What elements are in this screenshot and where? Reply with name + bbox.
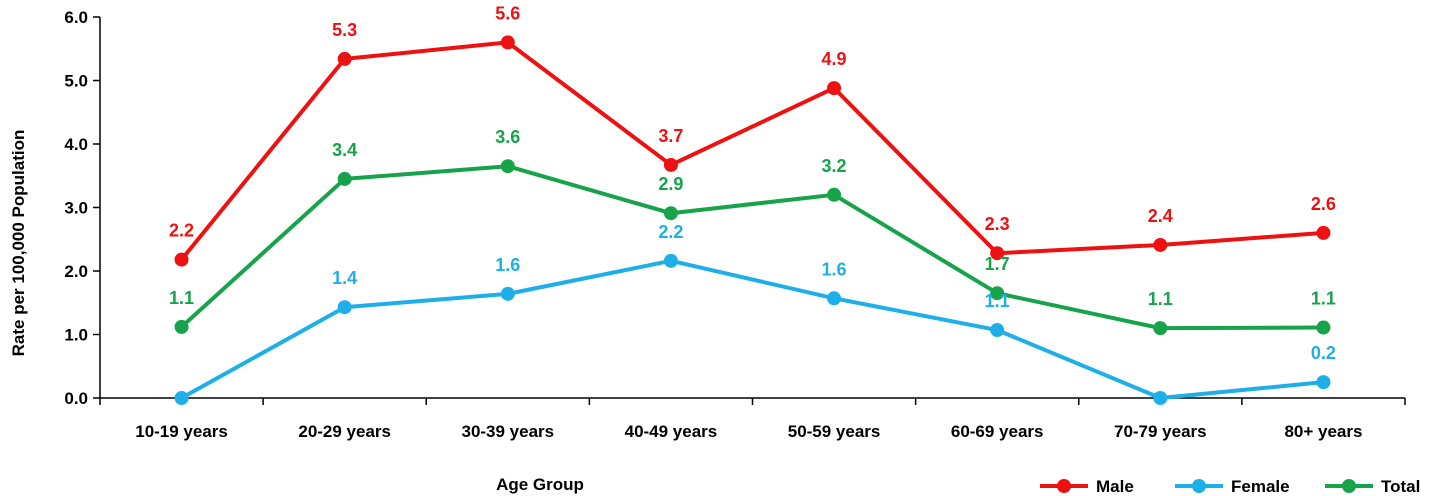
axes: 0.0 1.0 2.0 3.0 4.0 5.0 6.0 10-19 years 20-29 ye… [64, 8, 1406, 441]
x-tick-label: 20-29 years [298, 422, 391, 441]
female-data-point [663, 253, 678, 268]
male-data-point [990, 246, 1005, 261]
total-data-label: 1.1 [169, 288, 194, 308]
total-data-point [337, 171, 352, 186]
y-tick-label: 6.0 [64, 8, 88, 27]
total-data-point [990, 286, 1005, 301]
male-data-label: 2.2 [169, 221, 194, 241]
x-tick-label: 30-39 years [461, 422, 554, 441]
male-data-point [337, 51, 352, 66]
male-data-label: 4.9 [822, 49, 847, 69]
x-tick-label: 40-49 years [625, 422, 718, 441]
female-data-label: 2.2 [658, 222, 683, 242]
total-data-label: 2.9 [658, 174, 683, 194]
y-tick-label: 0.0 [64, 389, 88, 408]
male-data-point [1316, 225, 1331, 240]
male-series-line [180, 40, 1324, 261]
x-tick-label: 80+ years [1284, 422, 1362, 441]
x-tick-label: 10-19 years [135, 422, 228, 441]
x-axis-title: Age Group [496, 475, 584, 494]
data-labels-layer: 2.2 5.3 5.6 3.7 4.9 2.3 2.4 2.6 1.4 1.6 2.2 1.6 1.1 0… [169, 3, 1336, 363]
female-data-point [827, 291, 842, 306]
y-tick-label: 5.0 [64, 72, 88, 91]
male-data-label: 2.3 [985, 214, 1010, 234]
total-data-point [1316, 320, 1331, 335]
male-data-point [1153, 237, 1168, 252]
y-tick-label: 4.0 [64, 135, 88, 154]
x-tick-label: 60-69 years [951, 422, 1044, 441]
y-axis-title: Rate per 100,000 Population [9, 130, 28, 357]
male-data-point [174, 252, 189, 267]
x-tick-label: 70-79 years [1114, 422, 1207, 441]
series-layer [174, 35, 1331, 405]
female-data-point [1153, 391, 1168, 405]
female-series-line [180, 258, 1324, 400]
female-data-point [990, 323, 1005, 338]
female-data-label: 1.4 [332, 268, 357, 288]
female-data-label: 1.1 [985, 291, 1010, 311]
total-data-label: 1.1 [1148, 289, 1173, 309]
x-tick-label: 50-59 years [788, 422, 881, 441]
total-data-label: 3.6 [495, 127, 520, 147]
legend-marker-total [1342, 479, 1356, 493]
female-data-label: 1.6 [822, 259, 847, 279]
male-data-point [827, 81, 842, 96]
legend-marker-female [1192, 479, 1206, 493]
total-series-line [180, 164, 1324, 331]
male-data-label: 2.4 [1148, 206, 1173, 226]
male-data-point [663, 157, 678, 172]
legend-item-total: Total [1325, 477, 1420, 496]
male-data-label: 5.3 [332, 20, 357, 40]
male-data-label: 2.6 [1311, 194, 1336, 214]
total-data-label: 1.7 [985, 254, 1010, 274]
total-data-label: 3.4 [332, 140, 357, 160]
y-tick-label: 2.0 [64, 262, 88, 281]
female-data-label: 0.2 [1311, 343, 1336, 363]
total-data-point [174, 319, 189, 334]
y-tick-label: 3.0 [64, 199, 88, 218]
total-data-label: 1.1 [1311, 289, 1336, 309]
female-data-point [500, 286, 515, 301]
male-data-label: 5.6 [495, 3, 520, 23]
male-data-point [500, 35, 515, 50]
legend-marker-male [1057, 479, 1071, 493]
total-data-point [500, 159, 515, 174]
legend-label-female: Female [1231, 477, 1290, 496]
total-data-point [1153, 321, 1168, 336]
total-data-label: 3.2 [822, 156, 847, 176]
total-data-point [827, 187, 842, 202]
female-data-point [337, 300, 352, 315]
legend-item-female: Female [1175, 477, 1290, 496]
female-data-point [1316, 375, 1331, 390]
y-tick-label: 1.0 [64, 326, 88, 345]
legend-label-male: Male [1096, 477, 1134, 496]
male-data-label: 3.7 [658, 126, 683, 146]
legend-label-total: Total [1381, 477, 1420, 496]
legend-item-male: Male [1040, 477, 1134, 496]
female-data-point [174, 391, 189, 405]
total-data-point [663, 206, 678, 221]
female-data-label: 1.6 [495, 255, 520, 275]
legend: Male Female Total [1040, 477, 1420, 496]
